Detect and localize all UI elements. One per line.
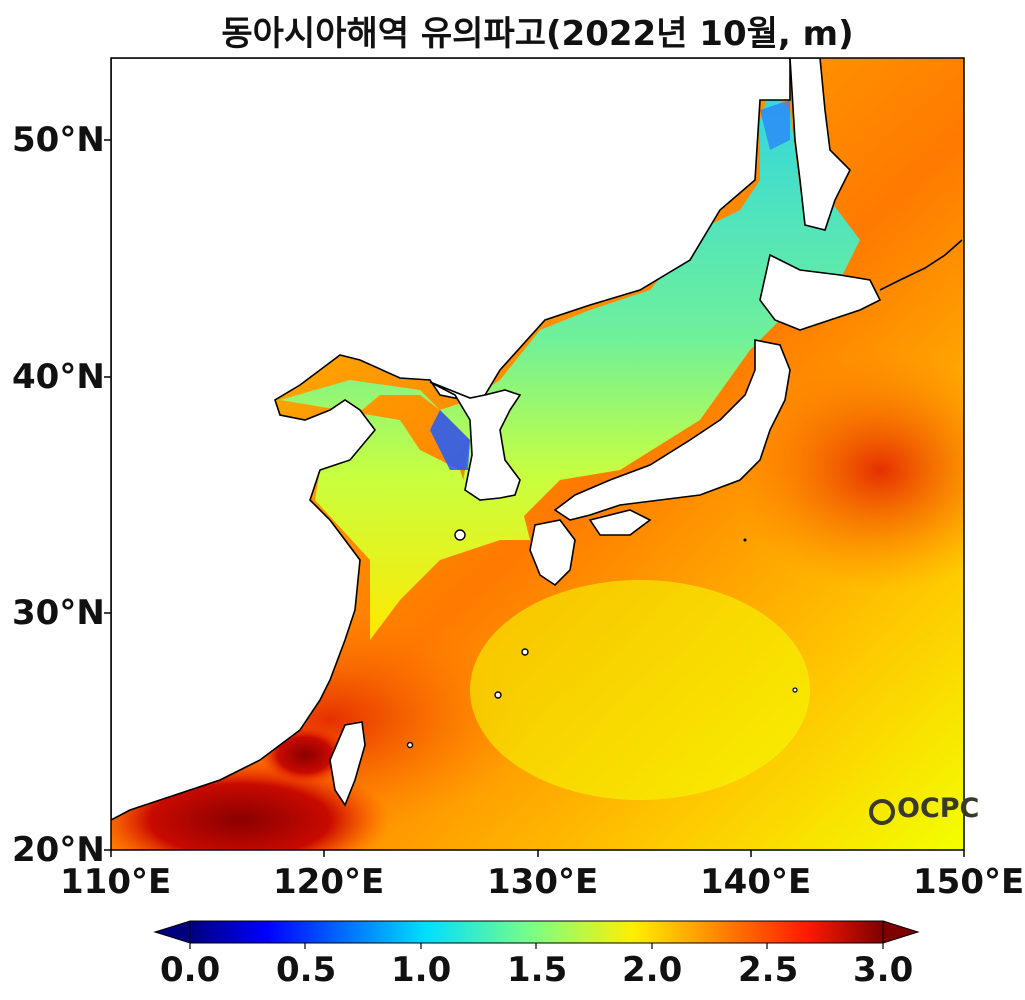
colorbar-ticks [189, 943, 884, 949]
colorbar-tick-label: 2.5 [738, 950, 799, 990]
low-wave-zone-korea-west [430, 410, 470, 470]
land-asian-continent [111, 58, 791, 821]
land-kyushu [529, 519, 576, 587]
colorbar-tick-label: 2.0 [622, 950, 683, 990]
land-shikoku [588, 509, 652, 536]
ocpc-logo-icon [869, 799, 895, 825]
lon-tick-label: 110°E [60, 862, 172, 902]
ocpc-logo-text: OCPC [897, 793, 980, 824]
marginal-seas [280, 90, 860, 640]
map-title: 동아시아해역 유의파고(2022년 10월, m) [221, 14, 854, 54]
colorbar-tick-label: 1.5 [507, 950, 568, 990]
island-jeju [454, 529, 466, 541]
high-wave-zone-east [730, 350, 964, 590]
kuril-islands [879, 239, 963, 291]
land-hokkaido [759, 253, 882, 331]
land-sakhalin [789, 58, 851, 231]
moderate-wave-zone [470, 580, 810, 800]
island-okinawa [494, 691, 502, 699]
colorbar-tick-label: 1.0 [391, 950, 452, 990]
lat-tick-label: 20°N [12, 830, 105, 870]
island-hachijo [743, 538, 747, 542]
lat-tick-label: 30°N [12, 593, 105, 633]
land-korean-peninsula [429, 381, 522, 501]
colorbar-tick-label: 3.0 [853, 950, 914, 990]
lon-tick-label: 140°E [700, 862, 812, 902]
land-honshu [553, 339, 791, 521]
colorbar-min-extension [153, 920, 191, 944]
lon-tick-label: 150°E [913, 862, 1025, 902]
colorbar-tick-label: 0.0 [160, 950, 221, 990]
lat-tick-label: 50°N [12, 120, 105, 160]
lon-tick-label: 120°E [273, 862, 385, 902]
colorbar-tick-label: 0.5 [276, 950, 337, 990]
island-ogasawara [792, 687, 798, 693]
low-wave-zone-tatar-strait [760, 100, 790, 150]
island-amami [521, 648, 529, 656]
island-sakishima [406, 741, 414, 749]
lon-tick-label: 130°E [487, 862, 599, 902]
land-taiwan [329, 721, 366, 807]
colorbar [189, 920, 884, 944]
lat-tick-label: 40°N [12, 357, 105, 397]
axis-ticks [104, 139, 965, 857]
colorbar-max-extension [882, 920, 920, 944]
